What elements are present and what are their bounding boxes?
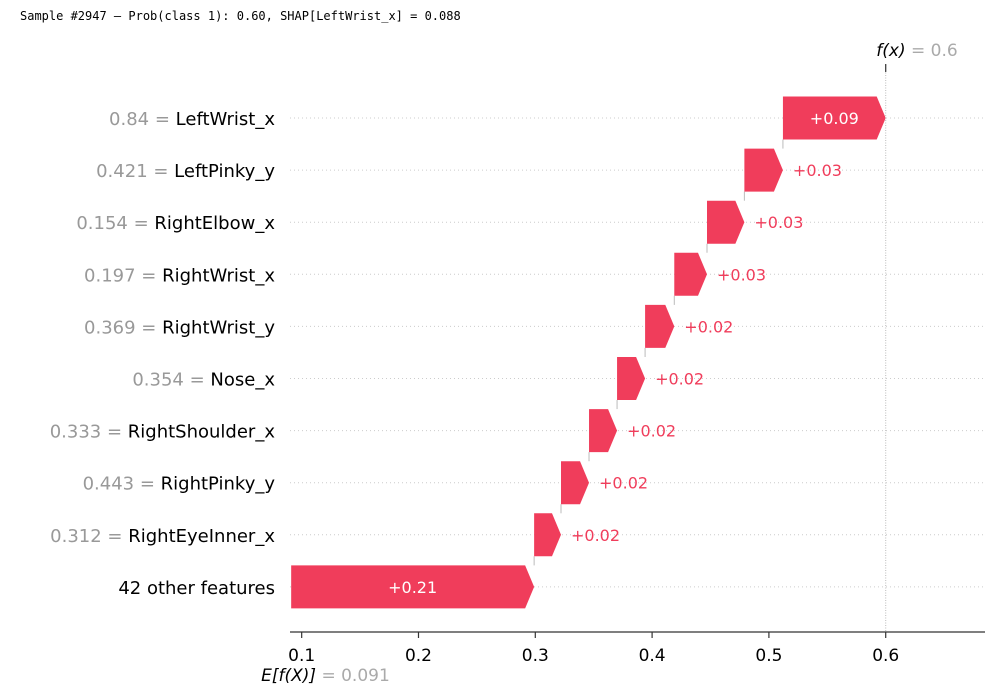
bar [782, 96, 886, 140]
feature-value: 0.197 = [84, 265, 162, 286]
bar-value-label: +0.02 [655, 370, 704, 389]
feature-label: 0.421 = LeftPinky_y [96, 161, 275, 182]
feature-value: 0.154 = [76, 213, 154, 234]
feature-label: 0.154 = RightElbow_x [76, 213, 275, 234]
efx-label: E[f(X)] = 0.091 [261, 666, 390, 686]
feature-value: 0.443 = [83, 474, 161, 495]
bar [744, 148, 783, 192]
bar-connectors [533, 139, 784, 566]
feature-label: 0.443 = RightPinky_y [83, 474, 276, 495]
bar [589, 409, 618, 453]
bar-value-label: +0.03 [793, 161, 842, 180]
feature-value: 0.333 = [50, 422, 128, 443]
x-tick-label: 0.1 [288, 646, 315, 666]
feature-name: RightWrist_y [162, 317, 275, 338]
feature-label: 42 other features [118, 578, 275, 599]
fx-label-value: = 0.6 [911, 41, 958, 61]
feature-name: 42 other features [118, 578, 275, 599]
feature-label: 0.84 = LeftWrist_x [109, 109, 275, 130]
efx-label-name: E[f(X)] [261, 666, 321, 686]
bar-value-label: +0.02 [627, 422, 676, 441]
feature-name: RightElbow_x [154, 213, 275, 234]
feature-labels: 0.84 = LeftWrist_x 0.421 = LeftPinky_y 0.1… [50, 109, 276, 599]
feature-name: RightPinky_y [161, 474, 276, 495]
feature-name: LeftWrist_x [176, 109, 276, 130]
fx-label-name: f(x) [876, 41, 911, 61]
bar-value-label: +0.02 [684, 317, 733, 336]
bar [560, 461, 590, 505]
fx-label: f(x) = 0.6 [876, 41, 957, 61]
bar-value-label: +0.03 [717, 265, 766, 284]
feature-value: 0.354 = [132, 370, 210, 391]
feature-name: RightShoulder_x [128, 422, 276, 443]
bar [617, 357, 646, 400]
x-tick-label: 0.2 [405, 646, 432, 666]
feature-value: 0.421 = [96, 161, 174, 182]
bar-value-label: +0.03 [754, 213, 803, 232]
feature-name: Nose_x [210, 370, 275, 391]
feature-label: 0.369 = RightWrist_y [84, 317, 275, 338]
feature-label: 0.354 = Nose_x [132, 370, 275, 391]
row-gridlines [290, 117, 985, 588]
bar-value-labels: +0.09 +0.03 +0.03 +0.03 +0.02 +0.02 +0.02 +0.02… [388, 109, 859, 597]
reference-lines: f(x) = 0.6 [876, 41, 958, 632]
bar [645, 304, 675, 348]
x-tick-label: 0.4 [639, 646, 666, 666]
x-tick-label: 0.5 [755, 646, 782, 666]
x-axis: 0.1 0.2 0.3 0.4 0.5 0.6 E[f(X)] = 0.091 [261, 631, 985, 686]
bar-value-label: +0.21 [388, 578, 437, 597]
x-tick-label: 0.3 [522, 646, 549, 666]
feature-value: 0.312 = [50, 526, 128, 547]
feature-value: 0.84 = [109, 109, 176, 130]
feature-name: RightEyeInner_x [128, 526, 275, 547]
bar [291, 565, 535, 609]
bar-value-label: +0.02 [599, 474, 648, 493]
bar-value-label: +0.09 [810, 109, 859, 128]
feature-label: 0.312 = RightEyeInner_x [50, 526, 275, 547]
feature-value: 0.369 = [84, 317, 162, 338]
bars [291, 96, 886, 609]
x-tick-label: 0.6 [872, 646, 899, 666]
efx-label-value: = 0.091 [321, 666, 389, 686]
bar [707, 200, 745, 244]
feature-label: 0.197 = RightWrist_x [84, 265, 275, 286]
bar [674, 252, 707, 296]
bar [534, 513, 561, 557]
page-title: Sample #2947 — Prob(class 1): 0.60, SHAP… [20, 9, 461, 23]
bar-value-label: +0.02 [571, 526, 620, 545]
feature-name: LeftPinky_y [174, 161, 275, 182]
feature-name: RightWrist_x [162, 265, 275, 286]
feature-label: 0.333 = RightShoulder_x [50, 422, 276, 443]
